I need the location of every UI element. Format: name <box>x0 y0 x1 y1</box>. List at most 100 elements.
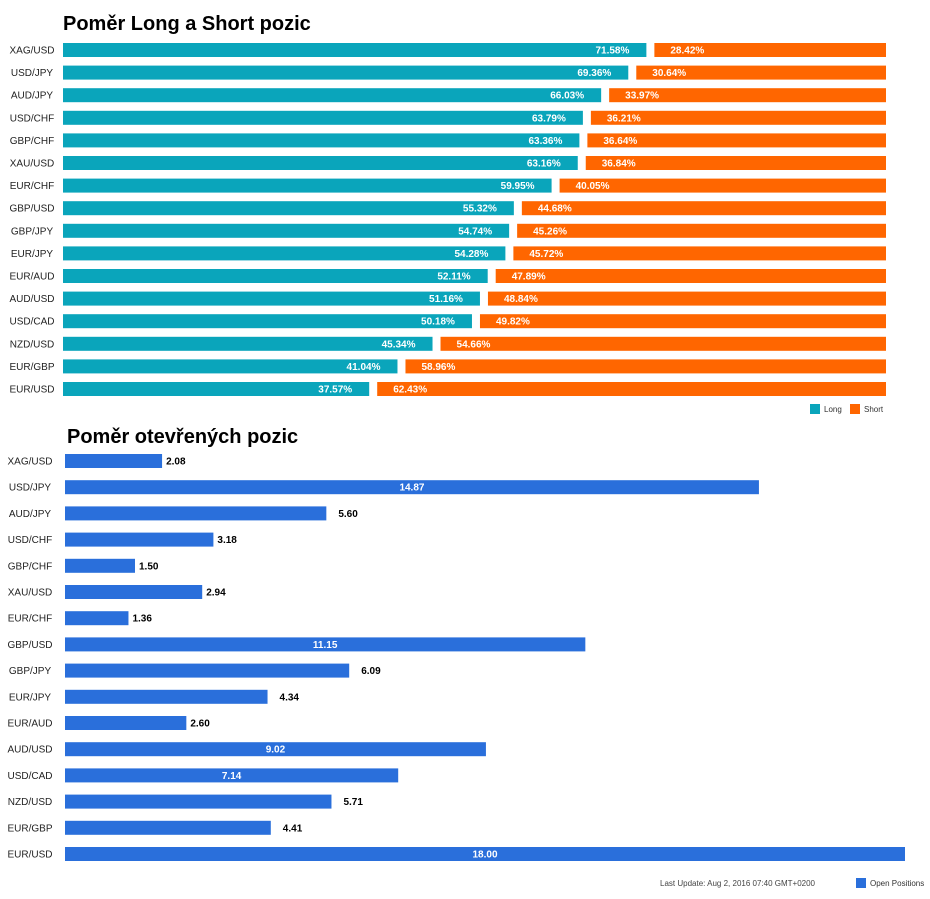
open-positions-bar <box>65 506 327 521</box>
long-bar <box>63 246 506 261</box>
short-bar <box>440 336 886 351</box>
long-value-label: 63.79% <box>532 113 566 124</box>
long-value-label: 45.34% <box>382 339 416 350</box>
long-value-label: 71.58% <box>595 46 629 57</box>
category-label: EUR/AUD <box>9 272 54 283</box>
category-label: USD/CHF <box>10 113 54 124</box>
category-label: GBP/CHF <box>8 561 52 572</box>
category-label: EUR/GBP <box>9 362 54 373</box>
open-positions-bar <box>65 558 135 573</box>
category-label: EUR/AUD <box>7 719 52 730</box>
open-positions-bar <box>65 794 332 809</box>
short-bar <box>517 223 886 238</box>
short-value-label: 45.72% <box>529 249 563 260</box>
open-positions-bar <box>65 768 399 783</box>
legend-open-label: Open Positions <box>870 879 924 888</box>
long-bar <box>63 133 580 148</box>
short-value-label: 45.26% <box>533 226 567 237</box>
long-bar <box>63 156 578 170</box>
category-label: EUR/GBP <box>7 823 52 834</box>
open-positions-bar <box>65 454 163 468</box>
last-update-text: Last Update: Aug 2, 2016 07:40 GMT+0200 <box>660 879 816 888</box>
short-bar <box>521 201 886 216</box>
open-positions-value-label: 7.14 <box>222 771 242 782</box>
short-value-label: 48.84% <box>504 294 538 305</box>
category-label: XAG/USD <box>9 46 54 57</box>
category-label: GBP/USD <box>9 204 54 215</box>
short-bar <box>636 65 886 80</box>
short-value-label: 54.66% <box>457 339 491 350</box>
short-value-label: 40.05% <box>576 181 610 192</box>
short-bar <box>609 88 886 103</box>
short-bar <box>590 110 886 125</box>
long-bar <box>63 314 472 329</box>
short-value-label: 58.96% <box>421 362 455 373</box>
category-label: AUD/JPY <box>11 91 54 102</box>
category-label: GBP/USD <box>7 640 52 651</box>
long-value-label: 55.32% <box>463 204 497 215</box>
long-bar <box>63 223 510 238</box>
category-label: GBP/CHF <box>10 136 54 147</box>
short-bar <box>559 178 886 193</box>
category-label: USD/CAD <box>9 317 54 328</box>
category-label: AUD/JPY <box>9 509 52 520</box>
short-bar <box>495 269 886 283</box>
legend-open-swatch <box>856 878 866 888</box>
long-value-label: 54.28% <box>454 249 488 260</box>
long-value-label: 51.16% <box>429 294 463 305</box>
open-positions-value-label: 9.02 <box>266 745 286 756</box>
short-value-label: 33.97% <box>625 91 659 102</box>
open-positions-value-label: 1.36 <box>132 614 152 625</box>
category-label: USD/JPY <box>11 68 54 79</box>
long-bar <box>63 201 514 216</box>
category-label: NZD/USD <box>8 797 52 808</box>
open-positions-bar <box>65 742 486 757</box>
category-label: USD/JPY <box>9 483 52 494</box>
category-label: XAU/USD <box>10 159 54 170</box>
open-positions-bar <box>65 820 271 835</box>
long-value-label: 50.18% <box>421 317 455 328</box>
open-positions-value-label: 2.94 <box>206 588 226 599</box>
category-label: XAU/USD <box>8 588 52 599</box>
long-bar <box>63 178 552 193</box>
long-value-label: 66.03% <box>550 91 584 102</box>
long-value-label: 69.36% <box>577 68 611 79</box>
open-positions-value-label: 6.09 <box>361 666 381 677</box>
category-label: XAG/USD <box>7 457 52 468</box>
open-positions-value-label: 4.41 <box>283 823 303 834</box>
short-bar <box>479 314 886 329</box>
long-value-label: 59.95% <box>501 181 535 192</box>
long-bar <box>63 382 370 396</box>
open-positions-value-label: 5.60 <box>338 509 358 520</box>
long-bar <box>63 110 583 125</box>
long-value-label: 63.16% <box>527 159 561 170</box>
short-value-label: 47.89% <box>512 272 546 283</box>
chart-title-long-short: Poměr Long a Short pozic <box>63 13 311 35</box>
category-label: EUR/CHF <box>8 614 52 625</box>
short-bar <box>513 246 886 261</box>
open-positions-value-label: 1.50 <box>139 561 159 572</box>
long-bar <box>63 269 488 283</box>
long-value-label: 52.11% <box>437 272 470 283</box>
legend-long-label: Long <box>824 405 842 414</box>
legend-long-swatch <box>810 404 820 414</box>
open-positions-bar <box>65 480 759 495</box>
open-positions-value-label: 18.00 <box>472 850 497 861</box>
open-positions-bar <box>65 611 129 626</box>
short-value-label: 30.64% <box>652 68 686 79</box>
long-bar <box>63 336 433 351</box>
category-label: USD/CAD <box>7 771 52 782</box>
open-positions-bar <box>65 637 586 652</box>
short-bar <box>487 291 886 306</box>
category-label: GBP/JPY <box>11 226 54 237</box>
category-label: GBP/JPY <box>9 666 52 677</box>
long-bar <box>63 291 480 306</box>
open-positions-bar <box>65 847 905 861</box>
category-label: EUR/JPY <box>11 249 54 260</box>
long-bar <box>63 88 602 103</box>
short-bar <box>377 382 886 396</box>
long-value-label: 41.04% <box>347 362 381 373</box>
open-positions-bar <box>65 532 214 547</box>
open-positions-value-label: 4.34 <box>280 692 300 703</box>
